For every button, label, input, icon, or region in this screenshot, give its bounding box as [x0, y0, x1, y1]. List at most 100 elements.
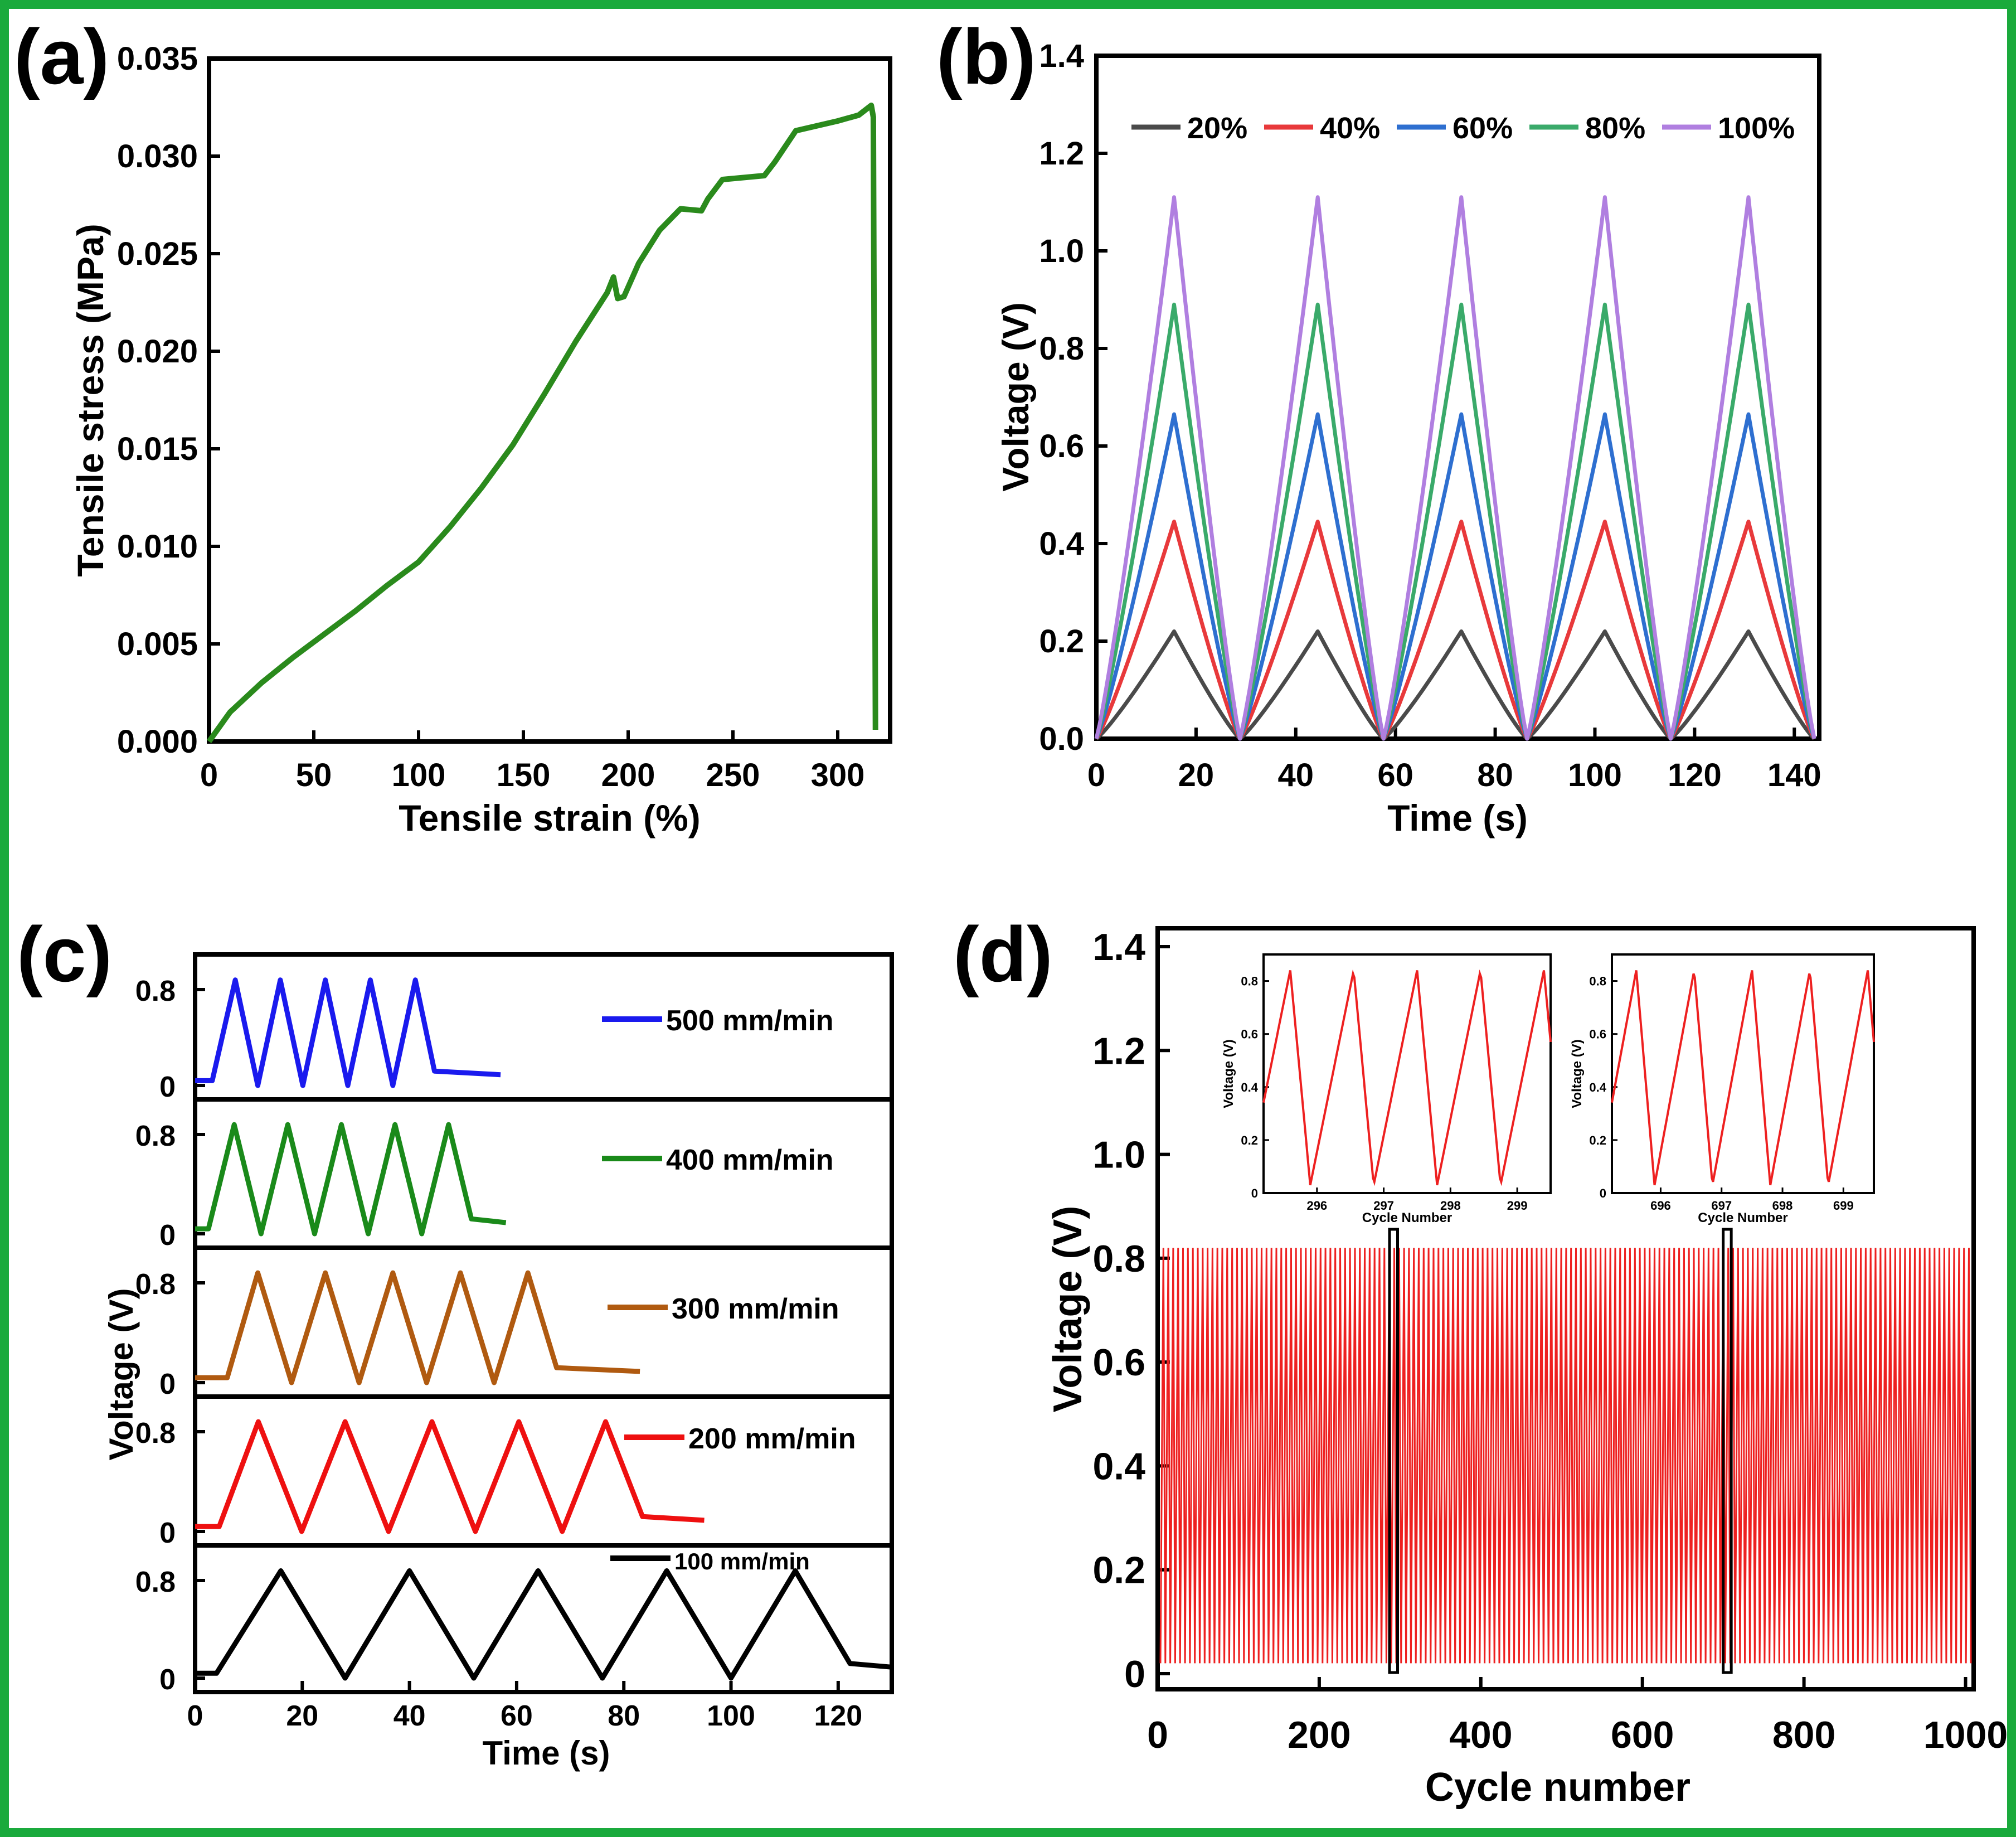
- chart-d-inset-ytick-label: 0.6: [1589, 1027, 1606, 1041]
- chart-d-inset-ytick-label: 0.4: [1241, 1080, 1258, 1094]
- chart-b-ytick-label: 1.0: [1039, 233, 1084, 269]
- chart-b-legend-label: 60%: [1453, 112, 1513, 145]
- chart-a-xtick-label: 250: [706, 757, 760, 793]
- chart-b-xtick-label: 40: [1278, 757, 1314, 793]
- chart-b-legend-label: 20%: [1187, 112, 1247, 145]
- chart-d-xtick-label: 200: [1288, 1714, 1351, 1756]
- chart-c-xtick-label: 80: [608, 1700, 640, 1732]
- chart-d-inset-ylabel: Voltage (V): [1570, 1039, 1585, 1108]
- chart-a-xtick-label: 300: [811, 757, 865, 793]
- chart-b-ytick-label: 0.8: [1039, 331, 1084, 367]
- chart-d-ytick-label: 1.4: [1092, 926, 1145, 968]
- chart-c-xlabel: Time (s): [483, 1734, 610, 1772]
- chart-b-ytick-label: 1.2: [1039, 135, 1084, 172]
- chart-d-inset-ytick-label: 0.4: [1589, 1080, 1606, 1094]
- chart-d-xtick-label: 600: [1611, 1714, 1674, 1756]
- chart-d-ytick-label: 0: [1124, 1653, 1145, 1695]
- chart-d-ytick-label: 0.4: [1092, 1445, 1145, 1487]
- chart-d-inset-xtick-label: 699: [1833, 1199, 1854, 1213]
- chart-c-xtick-label: 60: [501, 1700, 533, 1732]
- chart-a-xtick-label: 0: [200, 757, 218, 793]
- chart-b-series-line: [1095, 629, 1816, 741]
- chart-d-ytick-label: 0.2: [1092, 1549, 1145, 1592]
- chart-d-ylabel: Voltage (V): [1046, 1206, 1090, 1413]
- chart-c-legend-label: 400 mm/min: [666, 1144, 834, 1176]
- chart-c-series-line: [195, 1419, 705, 1534]
- chart-a-ytick-label: 0.005: [117, 626, 198, 662]
- chart-d-ytick-label: 1.0: [1092, 1134, 1145, 1176]
- chart-d-xtick-label: 0: [1147, 1714, 1168, 1756]
- chart-b-series-line: [1094, 302, 1816, 741]
- chart-b-xtick-label: 100: [1568, 757, 1622, 793]
- chart-a-ytick-label: 0.015: [117, 431, 198, 467]
- chart-d-frame: [1155, 926, 1976, 1691]
- chart-b-legend-label: 100%: [1718, 112, 1795, 145]
- chart-b-xtick-label: 0: [1087, 757, 1105, 793]
- panel-label-a: (a): [14, 13, 109, 100]
- chart-d-inset-xtick-label: 296: [1306, 1199, 1327, 1213]
- chart-d-highlight-box: [1388, 1228, 1400, 1674]
- chart-d-inset-ytick-label: 0.8: [1589, 975, 1606, 988]
- panel-label-d: (d): [953, 910, 1053, 998]
- chart-a-ytick-label: 0.000: [117, 724, 198, 760]
- chart-b-ylabel: Voltage (V): [995, 302, 1036, 492]
- chart-b-xtick-label: 140: [1767, 757, 1821, 793]
- chart-c-xtick-label: 40: [394, 1700, 426, 1732]
- chart-b-xtick-label: 120: [1668, 757, 1722, 793]
- chart-c-legend-label: 300 mm/min: [672, 1293, 839, 1325]
- chart-d-inset-xtick-label: 697: [1711, 1199, 1732, 1213]
- chart-d-inset-ytick-label: 0.2: [1589, 1133, 1606, 1147]
- chart-d-inset-ytick-label: 0: [1600, 1186, 1606, 1200]
- chart-c-legend-label: 500 mm/min: [666, 1005, 834, 1037]
- chart-b-ytick-label: 0.0: [1039, 721, 1084, 757]
- chart-d-inset: 296 297 298 299 0 0.2 0.4 0.6 0.8 Cycle Number Vol…: [1221, 953, 1552, 1225]
- chart-b-xlabel: Time (s): [1387, 797, 1528, 838]
- chart-d-inset-frame: [1611, 953, 1875, 1194]
- chart-c-series-line: [195, 1122, 507, 1237]
- chart-d-ytick-label: 0.6: [1092, 1341, 1145, 1384]
- chart-b-ytick-label: 1.4: [1039, 38, 1084, 74]
- chart-c-xtick-label: 100: [707, 1700, 755, 1732]
- panel-label-b: (b): [936, 13, 1036, 100]
- chart-d-inset-xtick-label: 298: [1440, 1199, 1461, 1213]
- chart-d-xtick-label: 1000: [1923, 1714, 2008, 1756]
- chart-c-ytick-label: 0.8: [135, 1417, 176, 1450]
- panel-label-c: (c): [17, 910, 112, 998]
- chart-a-ylabel: Tensile stress (MPa): [70, 224, 111, 576]
- chart-b-ytick-label: 0.4: [1039, 526, 1084, 562]
- chart-c-ytick-label: 0: [159, 1368, 176, 1400]
- chart-c-ytick-label: 0: [159, 1517, 176, 1549]
- chart-b-xtick-label: 80: [1477, 757, 1513, 793]
- chart-c-xtick-label: 120: [814, 1700, 862, 1732]
- chart-d-ytick-label: 1.2: [1092, 1030, 1145, 1072]
- chart-a-xtick-label: 100: [392, 757, 446, 793]
- chart-d-inset-ytick-label: 0.2: [1241, 1133, 1258, 1147]
- chart-d-xlabel: Cycle number: [1425, 1765, 1690, 1810]
- chart-c-subplot-frame: [193, 1543, 894, 1694]
- chart-c-xtick-label: 20: [286, 1700, 318, 1732]
- chart-c-series-line: [195, 1270, 640, 1385]
- chart-b-series-line: [1094, 520, 1816, 741]
- chart-d-inset-ylabel: Voltage (V): [1221, 1039, 1236, 1108]
- chart-d-inset-ytick-label: 0: [1251, 1186, 1258, 1200]
- chart-b-legend-label: 40%: [1320, 112, 1380, 145]
- chart-a-xtick-label: 50: [296, 757, 332, 793]
- chart-d-inset-frame: [1262, 953, 1552, 1194]
- chart-a-xtick-label: 200: [601, 757, 655, 793]
- chart-a-ytick-label: 0.035: [117, 41, 198, 77]
- chart-a-series-line: [206, 103, 878, 743]
- chart-b: Time (s) Voltage (V) 0 20 40 60 80 100 120 140 0…: [995, 38, 1821, 838]
- chart-c-ytick-label: 0.8: [135, 975, 176, 1007]
- chart-c-xtick-label: 0: [187, 1700, 203, 1732]
- chart-c-legend-label: 200 mm/min: [688, 1423, 856, 1455]
- chart-a-ytick-label: 0.025: [117, 236, 198, 272]
- chart-b-ytick-label: 0.2: [1039, 623, 1084, 660]
- chart-b-frame: [1094, 54, 1821, 741]
- chart-d-xtick-label: 400: [1449, 1714, 1512, 1756]
- chart-d-inset-series-line: [1611, 970, 1875, 1186]
- chart-c-series-line: [195, 977, 501, 1088]
- chart-a: Tensile strain (%) Tensile stress (MPa) …: [70, 41, 892, 838]
- chart-d-series-line: [1159, 1248, 1972, 1664]
- chart-d-inset-ytick-label: 0.8: [1241, 975, 1258, 988]
- chart-a-frame: [207, 56, 892, 744]
